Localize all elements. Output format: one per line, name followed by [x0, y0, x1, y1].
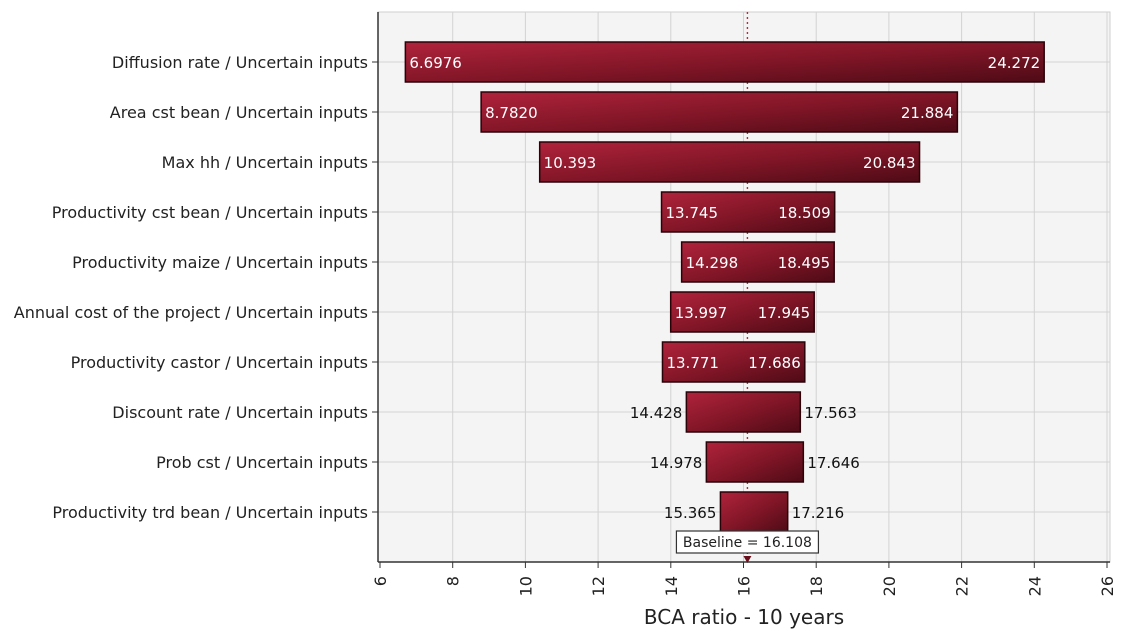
bar-low-label: 14.978 [650, 454, 703, 472]
y-category-label: Max hh / Uncertain inputs [162, 153, 368, 172]
bar [685, 391, 802, 433]
baseline-label-box [675, 530, 820, 554]
y-category-label: Productivity cst bean / Uncertain inputs [52, 203, 368, 222]
bar-high-label: 17.646 [807, 454, 860, 472]
bar [669, 291, 815, 333]
bar-low-label: 8.7820 [485, 104, 538, 122]
bar-low-label: 14.298 [686, 254, 739, 272]
bar-low-label: 15.365 [664, 504, 717, 522]
y-category-label: Discount rate / Uncertain inputs [112, 403, 368, 422]
bar-high-label: 21.884 [901, 104, 954, 122]
y-category-label: Diffusion rate / Uncertain inputs [112, 53, 368, 72]
baseline-marker [743, 556, 752, 563]
bar-low-label: 10.393 [544, 154, 597, 172]
x-tick-label: 10 [516, 576, 535, 596]
x-tick-label: 26 [1098, 576, 1117, 596]
bar-high-label: 18.495 [778, 254, 831, 272]
bar-high-label: 17.563 [804, 404, 857, 422]
x-tick-label: 16 [735, 576, 754, 596]
bar-low-label: 14.428 [630, 404, 683, 422]
y-category-label: Productivity maize / Uncertain inputs [72, 253, 368, 272]
bar-high-label: 20.843 [863, 154, 916, 172]
y-category-label: Productivity castor / Uncertain inputs [71, 353, 368, 372]
x-tick-label: 12 [589, 576, 608, 596]
bar [660, 191, 836, 233]
axes: 6 8 10 12 14 16 18 20 22 24 26 Diffusion rate / Unc… [14, 12, 1117, 596]
x-tick-label: 18 [807, 576, 826, 596]
y-category-label: Annual cost of the project / Uncertain i… [14, 303, 368, 322]
bar-high-label: 17.216 [792, 504, 845, 522]
y-category-label: Area cst bean / Uncertain inputs [110, 103, 368, 122]
bar [538, 141, 921, 183]
bar-low-label: 13.997 [675, 304, 728, 322]
bar-low-label: 13.745 [666, 204, 719, 222]
bars [404, 41, 1045, 533]
bar [680, 241, 835, 283]
bar-low-label: 6.6976 [409, 54, 462, 72]
x-tick-label: 6 [371, 576, 390, 586]
x-tick-label: 8 [444, 576, 463, 586]
x-tick-label: 22 [953, 576, 972, 596]
bar-high-label: 17.686 [748, 354, 801, 372]
x-tick-label: 24 [1025, 576, 1044, 596]
bar-low-label: 13.771 [666, 354, 719, 372]
bar-high-label: 17.945 [758, 304, 811, 322]
labels: 6.6976 24.272 8.7820 21.884 10.393 20.843 13.7… [409, 54, 1040, 563]
y-category-label: Productivity trd bean / Uncertain inputs [52, 503, 368, 522]
baseline-label: Baseline = 16.108 [683, 535, 812, 551]
x-tick-label: 20 [880, 576, 899, 596]
x-axis-title: BCA ratio - 10 years [644, 605, 844, 629]
bar [719, 491, 789, 533]
y-category-label: Prob cst / Uncertain inputs [156, 453, 368, 472]
bar [661, 341, 806, 383]
bar [404, 41, 1045, 83]
bar [705, 441, 805, 483]
x-tick-label: 14 [662, 576, 681, 596]
bar-high-label: 18.509 [778, 204, 831, 222]
bar-high-label: 24.272 [988, 54, 1041, 72]
bar [480, 91, 959, 133]
